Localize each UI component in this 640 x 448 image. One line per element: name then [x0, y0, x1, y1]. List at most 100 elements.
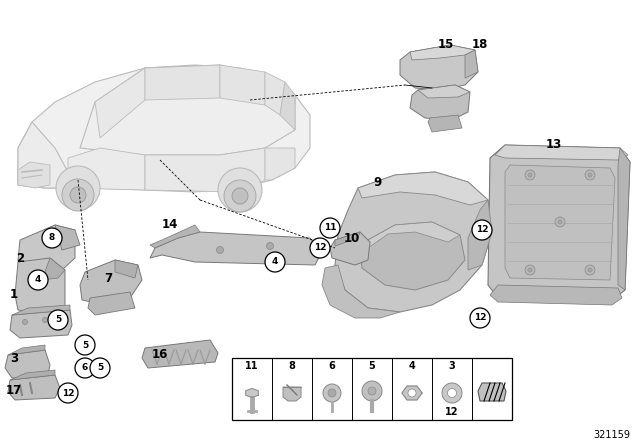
Circle shape [28, 270, 48, 290]
Circle shape [408, 389, 416, 397]
Polygon shape [10, 370, 55, 380]
Polygon shape [18, 162, 50, 188]
Text: 4: 4 [408, 361, 415, 371]
Circle shape [585, 265, 595, 275]
Circle shape [528, 268, 532, 272]
Polygon shape [246, 388, 258, 397]
Polygon shape [468, 200, 492, 270]
Text: 5: 5 [97, 363, 103, 372]
Polygon shape [402, 386, 422, 400]
Polygon shape [88, 292, 135, 315]
Polygon shape [80, 65, 295, 155]
Polygon shape [5, 350, 50, 378]
Polygon shape [80, 260, 142, 305]
Polygon shape [330, 232, 370, 265]
Text: 7: 7 [104, 271, 112, 284]
Circle shape [528, 173, 532, 177]
Text: 17: 17 [6, 383, 22, 396]
Text: 15: 15 [438, 39, 454, 52]
Polygon shape [115, 260, 138, 278]
Circle shape [525, 170, 535, 180]
Polygon shape [142, 340, 218, 368]
Polygon shape [95, 68, 145, 138]
Circle shape [472, 220, 492, 240]
Text: 12: 12 [476, 225, 488, 234]
Polygon shape [8, 345, 45, 355]
Text: 5: 5 [369, 361, 376, 371]
Circle shape [90, 358, 110, 378]
Circle shape [447, 388, 456, 397]
Text: 2: 2 [16, 251, 24, 264]
Circle shape [585, 170, 595, 180]
Circle shape [75, 358, 95, 378]
Polygon shape [15, 258, 65, 315]
Polygon shape [410, 85, 470, 120]
Circle shape [555, 217, 565, 227]
Polygon shape [428, 115, 462, 132]
Polygon shape [505, 165, 615, 280]
Polygon shape [358, 172, 488, 205]
Polygon shape [322, 265, 400, 318]
Polygon shape [410, 45, 475, 60]
Text: 11: 11 [245, 361, 259, 371]
Polygon shape [150, 225, 200, 248]
Circle shape [48, 310, 68, 330]
Circle shape [588, 268, 592, 272]
Bar [232, 358, 512, 420]
Polygon shape [335, 232, 360, 246]
Polygon shape [465, 50, 478, 78]
Text: 5: 5 [55, 315, 61, 324]
Circle shape [224, 180, 256, 212]
Polygon shape [145, 148, 265, 192]
Polygon shape [490, 285, 622, 305]
Polygon shape [495, 145, 628, 160]
Polygon shape [18, 65, 310, 192]
Text: 4: 4 [272, 258, 278, 267]
Text: 16: 16 [152, 349, 168, 362]
Circle shape [218, 168, 262, 212]
Polygon shape [265, 72, 285, 115]
Polygon shape [488, 145, 630, 302]
Circle shape [323, 384, 341, 402]
Text: 10: 10 [344, 232, 360, 245]
Text: 3: 3 [449, 361, 456, 371]
Text: 12: 12 [314, 244, 326, 253]
Polygon shape [220, 65, 265, 105]
Text: 18: 18 [472, 39, 488, 52]
Polygon shape [145, 65, 220, 100]
Text: 8: 8 [289, 361, 296, 371]
Text: 9: 9 [374, 176, 382, 189]
Text: 12: 12 [445, 407, 459, 417]
Text: 12: 12 [474, 314, 486, 323]
Circle shape [266, 242, 273, 250]
Circle shape [75, 335, 95, 355]
Circle shape [22, 319, 28, 324]
Text: 3: 3 [10, 352, 18, 365]
Polygon shape [478, 383, 506, 401]
Polygon shape [400, 45, 478, 90]
Circle shape [525, 265, 535, 275]
Circle shape [232, 188, 248, 204]
Polygon shape [8, 375, 60, 400]
Circle shape [56, 166, 100, 210]
Polygon shape [618, 148, 630, 290]
Circle shape [58, 315, 63, 320]
Polygon shape [18, 225, 75, 270]
Circle shape [70, 187, 86, 203]
Circle shape [588, 173, 592, 177]
Text: 4: 4 [35, 276, 41, 284]
Circle shape [362, 381, 382, 401]
Polygon shape [360, 222, 465, 290]
Text: 11: 11 [324, 224, 336, 233]
Polygon shape [368, 222, 460, 248]
Circle shape [42, 228, 62, 248]
Circle shape [558, 220, 562, 224]
Text: 8: 8 [49, 233, 55, 242]
Polygon shape [150, 232, 322, 265]
Text: 13: 13 [546, 138, 562, 151]
Circle shape [310, 238, 330, 258]
Text: 321159: 321159 [593, 430, 630, 440]
Circle shape [58, 383, 78, 403]
Circle shape [320, 218, 340, 238]
Polygon shape [12, 305, 70, 315]
